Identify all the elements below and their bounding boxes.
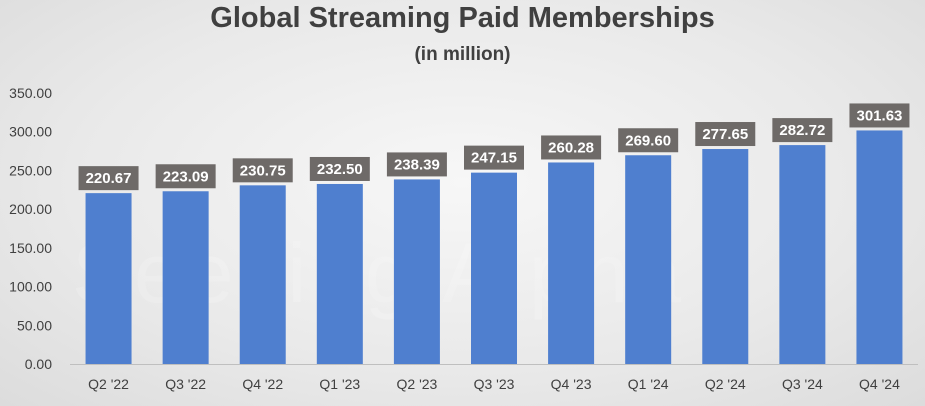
y-tick-label: 150.00 — [9, 240, 52, 256]
data-label: 260.28 — [548, 139, 594, 156]
data-label: 282.72 — [779, 122, 825, 139]
y-tick-label: 50.00 — [17, 317, 52, 333]
data-label-box — [849, 103, 910, 128]
x-axis: Q2 '22 Q3 '22 Q4 '22 Q1 '23 Q2 '23 Q3 '23 Q4 '… — [88, 376, 900, 392]
data-label-box — [772, 118, 833, 143]
x-tick-label: Q2 '24 — [705, 376, 746, 392]
bar — [702, 149, 749, 364]
bar — [548, 162, 595, 364]
y-tick-label: 300.00 — [9, 124, 52, 140]
chart-subtitle: (in million) — [414, 44, 511, 65]
bars: 220.67 223.09 230.75 232.50 238.39 247.15 260.… — [78, 103, 910, 364]
data-label: 230.75 — [240, 162, 286, 179]
y-tick-label: 200.00 — [9, 201, 52, 217]
x-tick-label: Q3 '22 — [165, 376, 206, 392]
bar — [625, 155, 672, 364]
bar — [779, 145, 826, 364]
data-label: 238.39 — [394, 156, 440, 173]
bar — [239, 185, 286, 364]
data-label: 247.15 — [471, 150, 517, 167]
bar — [162, 191, 209, 364]
y-tick-label: 100.00 — [9, 279, 52, 295]
data-label-box — [541, 135, 602, 160]
x-tick-label: Q3 '24 — [782, 376, 823, 392]
bar — [85, 193, 132, 364]
x-tick-label: Q4 '22 — [242, 376, 283, 392]
data-label-box — [464, 145, 524, 170]
data-label-box — [78, 166, 139, 191]
x-tick-label: Q4 '24 — [859, 376, 900, 392]
bar — [471, 172, 517, 364]
data-label: 277.65 — [702, 126, 748, 143]
y-axis: 0.00 50.00 100.00 150.00 200.00 250.00 300.00 3… — [9, 85, 52, 372]
data-label: 301.63 — [857, 107, 903, 124]
data-label: 269.60 — [625, 132, 671, 149]
data-label: 232.50 — [317, 161, 363, 178]
x-tick-label: Q4 '23 — [551, 376, 592, 392]
bar — [856, 130, 903, 364]
data-label-box — [618, 128, 679, 153]
data-label-box — [386, 152, 447, 177]
data-label-box — [232, 158, 293, 183]
data-label: 220.67 — [86, 170, 132, 187]
bar — [316, 183, 363, 364]
x-tick-label: Q2 '23 — [397, 376, 438, 392]
x-tick-label: Q2 '22 — [88, 376, 129, 392]
x-tick-label: Q3 '23 — [474, 376, 515, 392]
y-tick-label: 250.00 — [9, 162, 52, 178]
data-label-box — [309, 156, 370, 181]
x-tick-label: Q1 '23 — [319, 376, 360, 392]
data-label-box — [695, 122, 756, 147]
x-tick-label: Q1 '24 — [628, 376, 669, 392]
y-tick-label: 350.00 — [9, 85, 52, 101]
data-label-box — [155, 164, 216, 189]
bar — [393, 179, 440, 364]
data-label: 223.09 — [163, 168, 209, 185]
chart-title: Global Streaming Paid Memberships — [210, 2, 715, 34]
y-tick-label: 0.00 — [25, 356, 52, 372]
